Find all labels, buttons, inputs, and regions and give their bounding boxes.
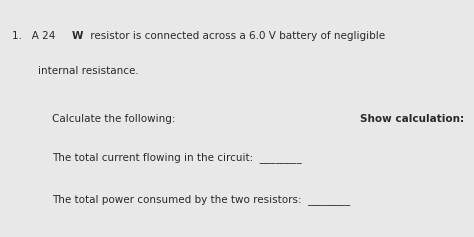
Text: The total current flowing in the circuit:  ________: The total current flowing in the circuit… xyxy=(52,152,302,163)
Text: 1.   A 24: 1. A 24 xyxy=(12,31,58,41)
Text: W: W xyxy=(72,31,83,41)
Text: Show calculation:: Show calculation: xyxy=(360,114,465,124)
Text: The total power consumed by the two resistors:  ________: The total power consumed by the two resi… xyxy=(52,194,350,205)
Text: resistor is connected across a 6.0 V battery of negligible: resistor is connected across a 6.0 V bat… xyxy=(87,31,385,41)
Text: Calculate the following:: Calculate the following: xyxy=(52,114,176,124)
Text: internal resistance.: internal resistance. xyxy=(38,66,139,76)
